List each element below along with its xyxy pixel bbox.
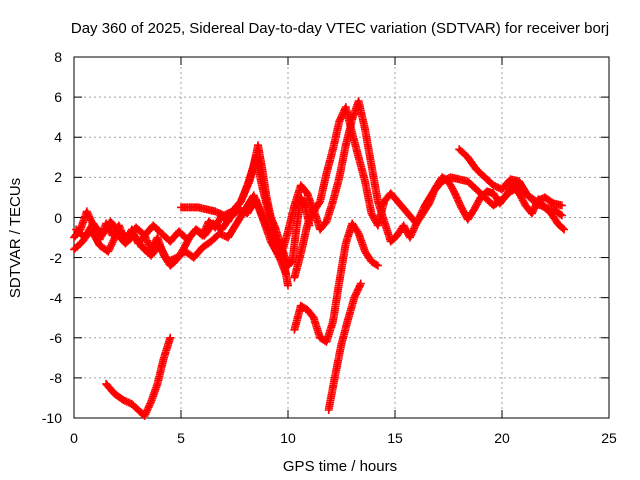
x-tick-label: 25	[601, 430, 617, 446]
y-tick-label: 8	[54, 49, 62, 65]
y-tick-label: 0	[54, 210, 62, 226]
y-tick-label: -2	[50, 250, 63, 266]
data-marks	[70, 97, 569, 420]
data-series-track-e	[290, 97, 569, 282]
y-tick-label: -4	[50, 290, 63, 306]
y-axis-label: SDTVAR / TECUs	[7, 178, 24, 298]
data-series-track-i	[324, 279, 365, 414]
x-tick-label: 20	[494, 430, 510, 446]
x-tick-label: 0	[70, 430, 78, 446]
chart-title: Day 360 of 2025, Sidereal Day-to-day VTE…	[71, 20, 609, 37]
x-tick-label: 15	[387, 430, 403, 446]
data-series-track-g	[102, 333, 175, 420]
y-tick-label: 2	[54, 169, 62, 185]
y-tick-label: 6	[54, 89, 62, 105]
x-tick-label: 10	[280, 430, 296, 446]
y-tick-label: -6	[50, 330, 63, 346]
axis-ticks	[73, 56, 610, 419]
y-tick-label: -8	[50, 370, 63, 386]
x-axis-label: GPS time / hours	[283, 458, 397, 475]
data-series-track-f	[455, 145, 566, 220]
x-tick-label: 5	[177, 430, 185, 446]
y-tick-label: 4	[54, 129, 62, 145]
x-tick-labels: 0 5 10 15 20 25	[70, 430, 617, 446]
data-series-track-h	[290, 219, 382, 346]
y-tick-labels: -10 -8 -6 -4 -2 0 2 4 6 8	[42, 49, 62, 426]
y-tick-label: -10	[42, 410, 62, 426]
